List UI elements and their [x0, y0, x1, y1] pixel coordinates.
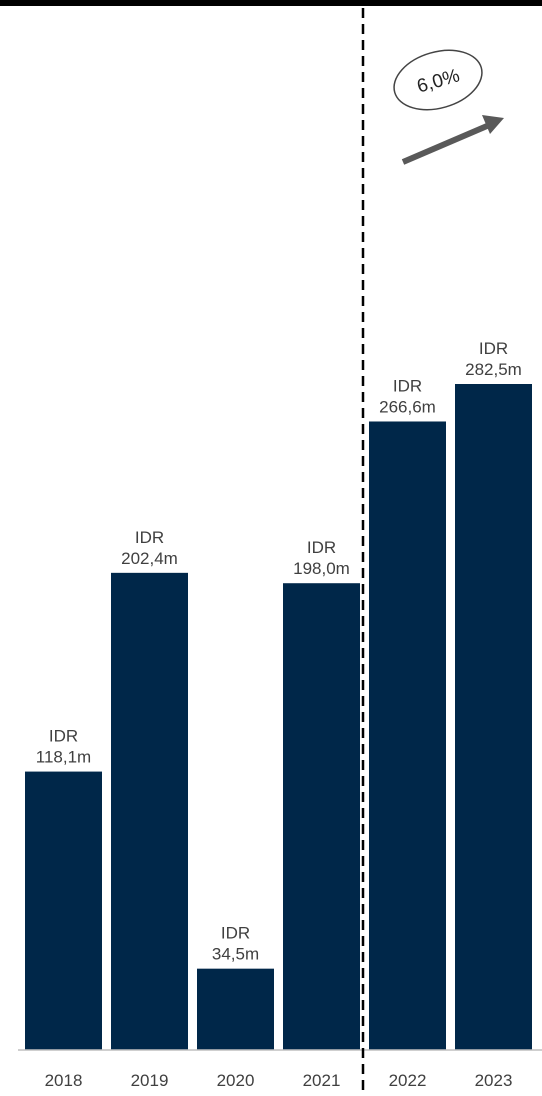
- data-label-2019-line2: 202,4m: [121, 549, 178, 568]
- cagr-ellipse: [393, 49, 483, 111]
- data-label-2021-line2: 198,0m: [293, 559, 350, 578]
- bar-2018: [25, 771, 102, 1050]
- data-label-2023-line2: 282,5m: [465, 360, 522, 379]
- bar-2020: [197, 968, 274, 1050]
- data-label-2022-line1: IDR: [393, 376, 422, 395]
- x-tick-2021: 2021: [303, 1071, 341, 1090]
- data-label-2023-line1: IDR: [479, 339, 508, 358]
- up-right-arrow-icon: [401, 115, 504, 165]
- bar-2019: [111, 572, 188, 1050]
- x-tick-2019: 2019: [131, 1071, 169, 1090]
- x-tick-2020: 2020: [217, 1071, 255, 1090]
- bars-group: [25, 384, 532, 1050]
- data-label-2022-line2: 266,6m: [379, 397, 436, 416]
- x-axis-ticks: 2018 2019 2020 2021 2022 2023: [45, 1071, 513, 1090]
- bar-2022: [369, 421, 446, 1050]
- bar-2021: [283, 583, 360, 1050]
- bar-2023: [455, 384, 532, 1050]
- data-label-2018-line2: 118,1m: [36, 748, 91, 767]
- data-label-2021-line1: IDR: [307, 538, 336, 557]
- x-tick-2018: 2018: [45, 1071, 83, 1090]
- data-label-2020-line2: 34,5m: [212, 945, 259, 964]
- bar-labels-group: IDR 118,1m IDR 202,4m IDR 34,5m IDR 198,0m IDR 26…: [36, 339, 522, 964]
- x-tick-2023: 2023: [475, 1071, 513, 1090]
- data-label-2020-line1: IDR: [221, 924, 250, 943]
- data-label-2018-line1: IDR: [49, 727, 78, 746]
- data-label-2019-line1: IDR: [135, 528, 164, 547]
- x-tick-2022: 2022: [389, 1071, 427, 1090]
